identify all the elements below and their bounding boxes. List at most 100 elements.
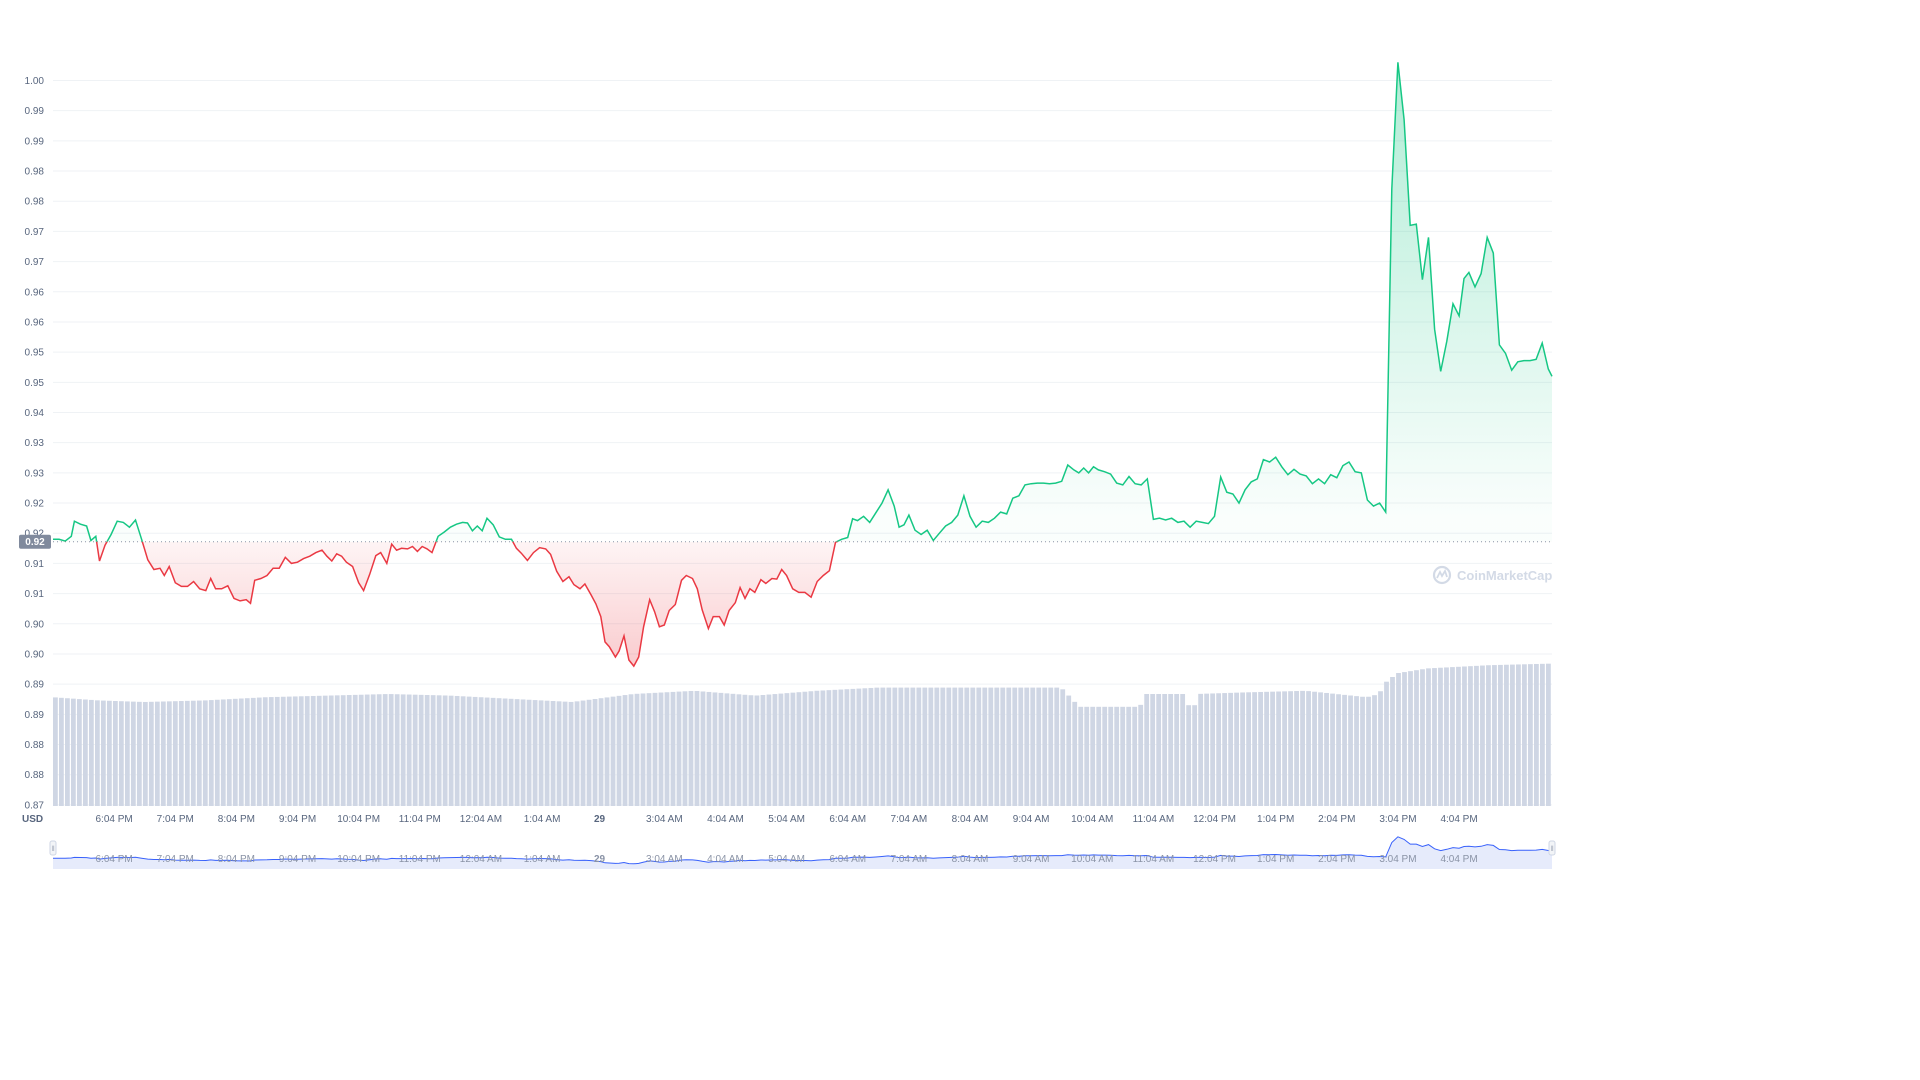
- navigator-right-handle[interactable]: ⦀: [1548, 840, 1556, 856]
- volume-bar: [736, 694, 742, 806]
- volume-bar: [220, 699, 226, 806]
- volume-bar: [478, 697, 484, 806]
- volume-bar: [772, 694, 778, 806]
- volume-bar: [460, 696, 466, 806]
- volume-bar: [448, 695, 454, 806]
- volume-bar: [598, 698, 604, 806]
- volume-bar: [646, 693, 652, 806]
- volume-bar: [154, 701, 160, 806]
- volume-bar: [1174, 694, 1180, 806]
- y-tick-label: 0.96: [25, 287, 45, 298]
- volume-bar: [982, 687, 988, 806]
- navigator-tick-label: 2:04 PM: [1318, 854, 1355, 865]
- volume-bar: [1342, 694, 1347, 806]
- volume-bar: [226, 699, 232, 806]
- volume-bar: [118, 701, 124, 806]
- x-tick-label: 4:04 AM: [707, 814, 744, 825]
- navigator-tick-label: 4:04 PM: [1440, 854, 1477, 865]
- volume-bar: [1312, 691, 1317, 806]
- reference-price-label: 0.92: [25, 537, 45, 548]
- x-tick-label: 5:04 AM: [768, 814, 805, 825]
- navigator-left-handle-grip: ⦀: [51, 845, 54, 853]
- volume-bar: [1282, 691, 1287, 806]
- volume-bar: [544, 700, 550, 806]
- volume-bar: [970, 687, 976, 806]
- navigator-tick-label: 4:04 AM: [707, 854, 744, 865]
- volume-bar: [1000, 687, 1006, 806]
- volume-bar: [70, 698, 76, 806]
- volume-bar: [988, 687, 994, 806]
- volume-bar: [1456, 666, 1461, 806]
- volume-bar: [754, 695, 760, 806]
- volume-bar: [850, 688, 856, 806]
- y-tick-label: 0.89: [25, 710, 45, 721]
- volume-bar: [1150, 694, 1156, 806]
- volume-bar: [1042, 687, 1048, 806]
- volume-bar: [1030, 687, 1036, 806]
- y-tick-label: 0.94: [25, 408, 45, 419]
- volume-bar: [634, 693, 640, 806]
- volume-bar: [334, 695, 340, 806]
- x-tick-label: 8:04 PM: [218, 814, 255, 825]
- volume-bar: [946, 687, 952, 806]
- navigator-tick-label: 6:04 PM: [96, 854, 133, 865]
- x-tick-label: 11:04 PM: [399, 814, 441, 825]
- volume-bar: [370, 694, 376, 806]
- x-tick-label: 9:04 AM: [1013, 814, 1050, 825]
- volume-bar: [880, 687, 886, 806]
- volume-bar: [142, 701, 148, 806]
- volume-bar: [784, 693, 790, 806]
- volume-bar: [802, 691, 808, 806]
- volume-bar: [1516, 664, 1521, 806]
- volume-bar: [574, 701, 580, 806]
- volume-bar: [1168, 694, 1174, 806]
- volume-bar: [340, 695, 346, 806]
- volume-bar: [442, 695, 448, 806]
- volume-bar: [994, 687, 1000, 806]
- volume-bar: [832, 689, 838, 806]
- volume-bar: [616, 695, 622, 806]
- volume-bar: [424, 695, 430, 806]
- volume-bar: [1120, 706, 1126, 806]
- volume-bar: [106, 700, 112, 806]
- volume-bar: [826, 690, 832, 806]
- volume-bar: [1198, 693, 1204, 806]
- volume-bar: [766, 694, 772, 806]
- y-tick-label: 0.99: [25, 136, 45, 147]
- x-tick-label: 12:04 AM: [460, 814, 502, 825]
- volume-bar: [472, 696, 478, 806]
- x-tick-label: 10:04 PM: [337, 814, 380, 825]
- volume-bar: [376, 694, 382, 806]
- navigator-left-handle[interactable]: ⦀: [49, 840, 57, 856]
- x-tick-label: 1:04 PM: [1257, 814, 1294, 825]
- y-tick-label: 1.00: [25, 76, 45, 87]
- volume-bar: [664, 692, 670, 806]
- volume-bar: [562, 701, 568, 806]
- x-tick-label: 11:04 AM: [1133, 814, 1175, 825]
- volume-bar: [1468, 666, 1473, 806]
- navigator-tick-label: 5:04 AM: [768, 854, 805, 865]
- volume-bar: [1480, 665, 1485, 806]
- volume-bar: [1330, 693, 1335, 806]
- volume-bar: [1486, 665, 1491, 806]
- volume-bar: [1270, 691, 1275, 806]
- x-tick-label: 10:04 AM: [1071, 814, 1113, 825]
- volume-bar: [1060, 689, 1066, 806]
- price-line-down: [64, 541, 934, 668]
- x-tick-label: 3:04 PM: [1379, 814, 1416, 825]
- volume-bar: [1420, 669, 1425, 806]
- price-line[interactable]: [53, 62, 1553, 668]
- volume-bar: [418, 694, 424, 806]
- x-tick-label: 6:04 AM: [829, 814, 866, 825]
- time-navigator[interactable]: 6:04 PM 7:04 PM 8:04 PM 9:04 PM 10:04 PM 11:0…: [49, 829, 1556, 869]
- navigator-tick-label: 7:04 PM: [157, 854, 194, 865]
- volume-bar: [328, 695, 334, 806]
- volume-bar: [94, 700, 100, 806]
- navigator-line: [53, 836, 1553, 865]
- volume-bar: [322, 695, 328, 806]
- volume-bar: [310, 695, 316, 806]
- volume-bar: [976, 687, 982, 806]
- price-chart[interactable]: 0.87 0.88 0.88 0.89 0.89 0.90 0.90 0.91 0.91 0.92…: [0, 0, 1568, 880]
- y-tick-label: 0.97: [25, 227, 45, 238]
- volume-bar: [712, 692, 718, 806]
